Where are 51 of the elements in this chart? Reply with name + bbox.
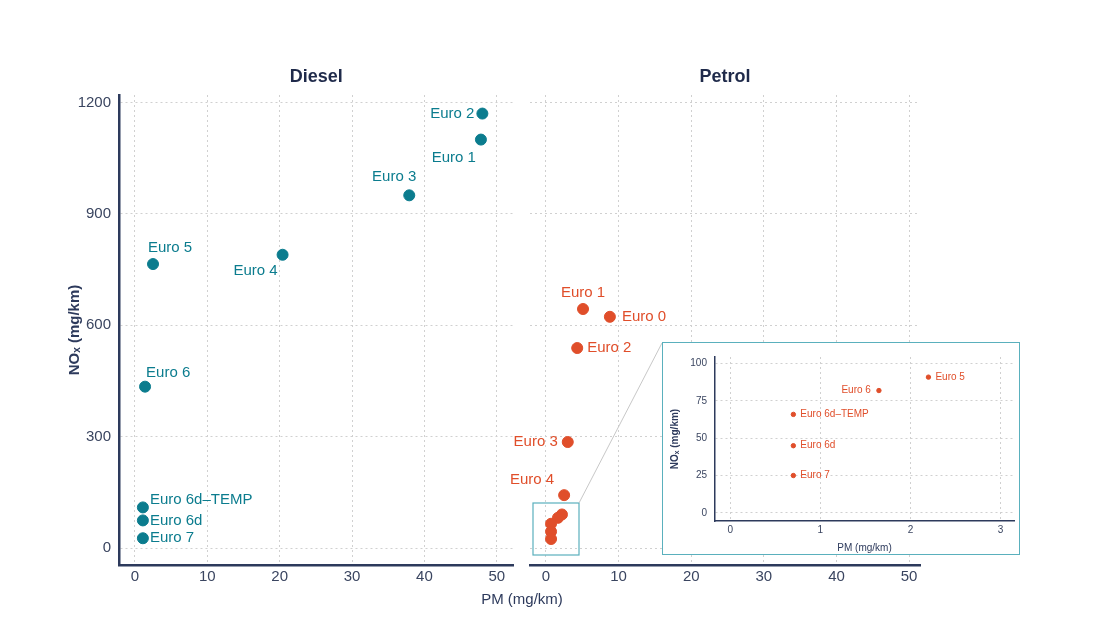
y-tick-label: 300 — [85, 426, 111, 444]
x-tick-label: 10 — [610, 567, 627, 585]
y-tick-label: 50 — [695, 432, 708, 443]
annotation: Euro 1 — [560, 283, 606, 301]
y-axis-title: NOₓ (mg/km) — [65, 284, 83, 376]
y-tick-label: 100 — [690, 357, 708, 369]
annotation: Euro 6 — [841, 384, 872, 396]
x-tick-label: 1 — [817, 523, 824, 535]
chart-title: Diesel — [289, 66, 343, 86]
annotation: Euro 6d–TEMP — [800, 408, 870, 420]
y-tick-label: 900 — [85, 204, 111, 222]
y-tick-label: 25 — [695, 469, 708, 481]
x-tick-label: 50 — [488, 567, 506, 585]
annotation: Euro 5 — [935, 370, 966, 382]
x-tick-label: 0 — [727, 523, 734, 535]
y-tick-label: 0 — [102, 538, 111, 556]
annotation: Euro 0 — [621, 306, 667, 324]
annotation: Euro 5 — [148, 238, 193, 256]
y-axis-title: NOₓ (mg/km) — [668, 408, 680, 470]
x-tick-label: 0 — [541, 567, 551, 585]
annotation: Euro 2 — [430, 103, 475, 121]
annotation: Euro 7 — [800, 469, 831, 481]
x-tick-label: 3 — [997, 523, 1004, 535]
y-tick-label: 75 — [695, 394, 708, 406]
x-tick-label: 20 — [682, 567, 700, 585]
x-tick-label: 30 — [755, 567, 773, 585]
y-tick-label: 0 — [701, 506, 708, 518]
x-tick-label: 50 — [900, 567, 918, 585]
y-tick-label: 600 — [85, 315, 111, 333]
chart-title: Petrol — [699, 66, 751, 86]
x-axis-title: PM (mg/km) — [480, 590, 564, 607]
x-tick-label: 30 — [343, 567, 361, 585]
annotation: Euro 6d–TEMP — [149, 489, 253, 507]
annotation: Euro 3 — [372, 167, 417, 185]
annotation: Euro 3 — [513, 432, 558, 450]
x-tick-label: 20 — [271, 567, 289, 585]
annotation: Euro 6 — [146, 362, 191, 380]
x-tick-label: 0 — [130, 567, 140, 585]
annotation: Euro 4 — [509, 470, 555, 488]
x-tick-label: 40 — [416, 567, 433, 585]
annotation: Euro 6d — [149, 510, 203, 528]
x-tick-label: 2 — [907, 523, 914, 535]
annotation: Euro 1 — [431, 147, 476, 165]
y-tick-label: 1200 — [77, 92, 111, 110]
annotation: Euro 7 — [149, 528, 195, 546]
annotation: Euro 2 — [587, 338, 632, 356]
annotation: Euro 6d — [800, 439, 836, 451]
x-tick-label: 10 — [198, 567, 216, 585]
x-tick-label: 40 — [828, 567, 845, 585]
annotation: Euro 4 — [233, 260, 278, 278]
x-axis-title: PM (mg/km) — [837, 541, 892, 553]
